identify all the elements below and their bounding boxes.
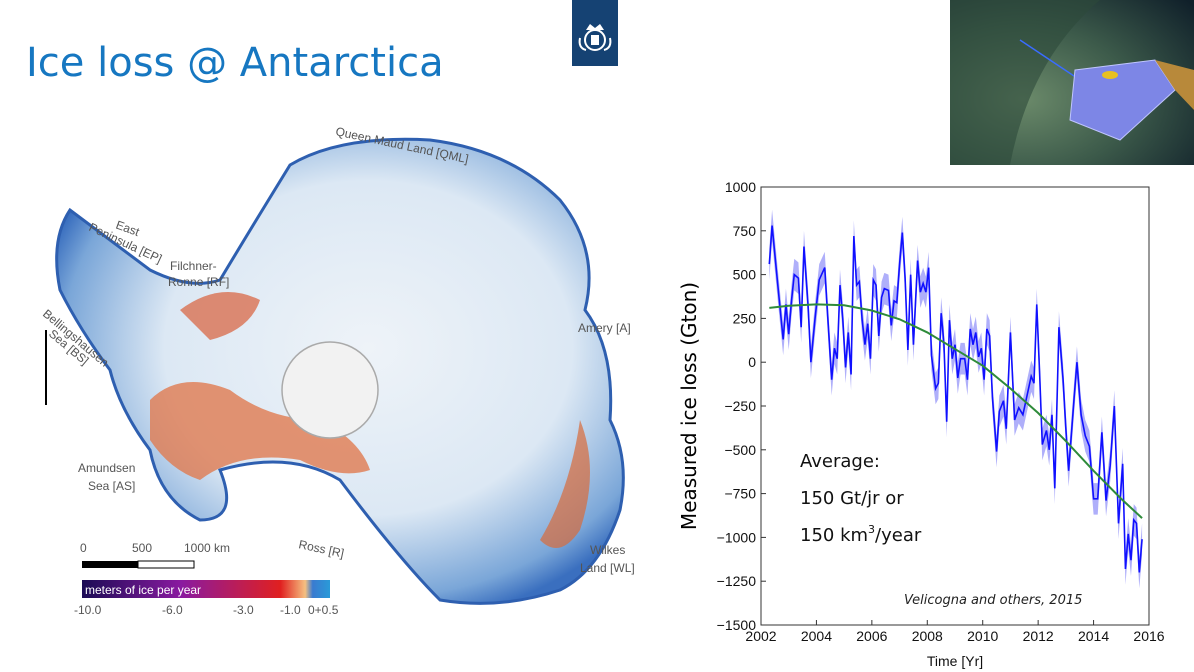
crest-icon <box>578 24 612 51</box>
scale-label: 500 <box>132 541 152 555</box>
region-label: Wilkes <box>590 543 625 557</box>
x-tick-label: 2002 <box>745 628 776 644</box>
colorbar-tick: -1.0 <box>280 603 301 617</box>
x-tick-label: 2006 <box>856 628 887 644</box>
satellite-image <box>950 0 1194 165</box>
x-tick-label: 2010 <box>967 628 998 644</box>
trend-fit-line <box>769 303 1143 519</box>
region-label: Ross [R] <box>297 537 345 560</box>
region-label: Amery [A] <box>578 321 631 335</box>
x-tick-label: 2016 <box>1133 628 1164 644</box>
y-tick-label: 0 <box>748 354 756 370</box>
slide-title: Ice loss @ Antarctica <box>26 40 444 86</box>
colorbar-tick: -3.0 <box>233 603 254 617</box>
mass-series-line <box>768 225 1143 573</box>
source-citation: Velicogna and others, 2015 <box>904 593 1082 608</box>
x-tick-label: 2008 <box>912 628 943 644</box>
y-tick-label: −750 <box>724 486 756 502</box>
y-tick-label: 500 <box>733 267 757 283</box>
y-axis-label: Measured ice loss (Gton) <box>677 282 701 530</box>
government-logo <box>572 0 618 66</box>
y-tick-label: 750 <box>733 223 757 239</box>
region-label: Sea [AS] <box>88 479 135 493</box>
x-tick-label: 2012 <box>1023 628 1054 644</box>
colorbar-tick: 0+0.5 <box>308 603 339 617</box>
colorbar-tick: -6.0 <box>162 603 183 617</box>
scale-bar: 0 500 1000 km <box>80 541 230 569</box>
region-label: Ronne [RF] <box>168 275 229 289</box>
y-tick-label: 1000 <box>725 179 756 195</box>
average-km3: 150 km3/year <box>800 523 922 546</box>
colorbar: meters of ice per year -10.0 -6.0 -3.0 -… <box>74 580 339 617</box>
x-tick-label: 2004 <box>801 628 832 644</box>
average-gt: 150 Gt/jr or <box>800 488 904 509</box>
scale-label: 1000 km <box>184 541 230 555</box>
region-label: Land [WL] <box>580 561 635 575</box>
antarctica-ice-loss-map: Queen Maud Land [QML] East Peninsula [EP… <box>40 124 635 617</box>
colorbar-title: meters of ice per year <box>85 583 201 597</box>
y-tick-label: −250 <box>724 398 756 414</box>
scale-label: 0 <box>80 541 87 555</box>
y-tick-label: −1000 <box>717 529 757 545</box>
y-tick-label: −1500 <box>717 617 757 633</box>
y-tick-label: −1250 <box>717 573 757 589</box>
y-tick-label: −500 <box>724 442 756 458</box>
pole-hole <box>281 341 379 439</box>
plot-frame <box>760 186 1150 626</box>
x-axis-label: Time [Yr] <box>927 653 983 669</box>
region-label: Filchner- <box>170 259 217 273</box>
x-tick-label: 2014 <box>1078 628 1109 644</box>
colorbar-tick: -10.0 <box>74 603 102 617</box>
y-tick-label: 250 <box>733 310 757 326</box>
average-label: Average: <box>800 451 880 472</box>
region-label: Amundsen <box>78 461 135 475</box>
ice-loss-chart: 2002 2004 2006 2008 2010 2012 2014 2016 1000 750 5… <box>677 179 1165 669</box>
